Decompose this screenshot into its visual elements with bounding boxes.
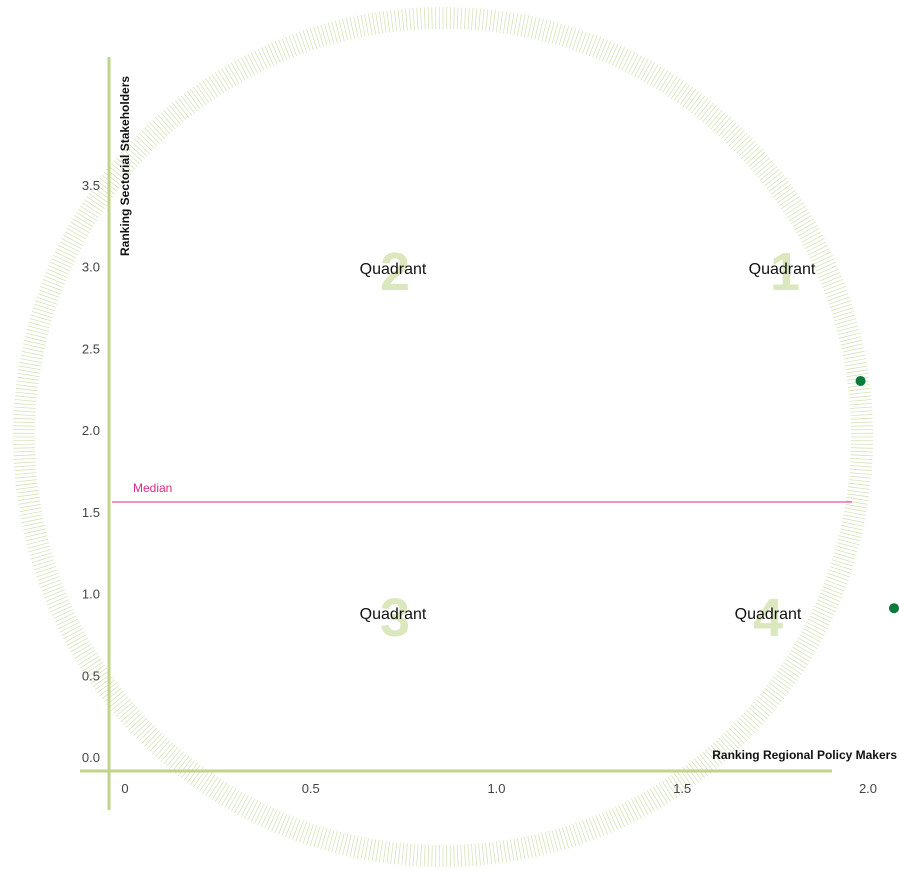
quadrant-2-label: Quadrant [360, 261, 427, 278]
x-tick-label: 1.0 [487, 781, 505, 796]
y-tick-label: 2.0 [82, 423, 100, 438]
quadrant-4-label: Quadrant [735, 606, 802, 623]
y-tick-label: 0.0 [82, 750, 100, 765]
data-point [889, 603, 899, 614]
quadrant-2-number: 2 [380, 242, 410, 302]
ring-hatch [12, 6, 874, 868]
data-point [855, 375, 866, 386]
data-points [855, 375, 899, 614]
y-tick-label: 0.5 [82, 668, 100, 683]
axes: 00.51.01.52.02.53.03.50.00.51.01.52.02.5… [80, 57, 877, 810]
x-tick-label: 1.5 [673, 781, 691, 796]
quadrant-3-number: 3 [380, 588, 410, 648]
y-tick-label: 3.0 [82, 260, 100, 275]
quadrant-4-number: 4 [753, 588, 783, 648]
y-tick-label: 1.0 [82, 587, 100, 602]
quadrant-3-label: Quadrant [360, 606, 427, 623]
median-lines: MedianMedian [112, 481, 852, 503]
quadrant-1-label: Quadrant [749, 261, 816, 278]
x-tick-label: 0.5 [302, 781, 320, 796]
quadrant-1-number: 1 [770, 242, 800, 302]
median-y-label: Median [133, 481, 172, 495]
y-tick-label: 3.5 [82, 178, 100, 193]
decorative-ring [12, 6, 874, 868]
y-tick-label: 1.5 [82, 505, 100, 520]
y-axis-title: Ranking Sectorial Stakeholders [118, 76, 132, 256]
y-tick-label: 2.5 [82, 341, 100, 356]
x-axis-title: Ranking Regional Policy Makers [712, 748, 897, 762]
x-tick-label: 2.0 [859, 781, 877, 796]
x-tick-label: 0 [121, 781, 128, 796]
